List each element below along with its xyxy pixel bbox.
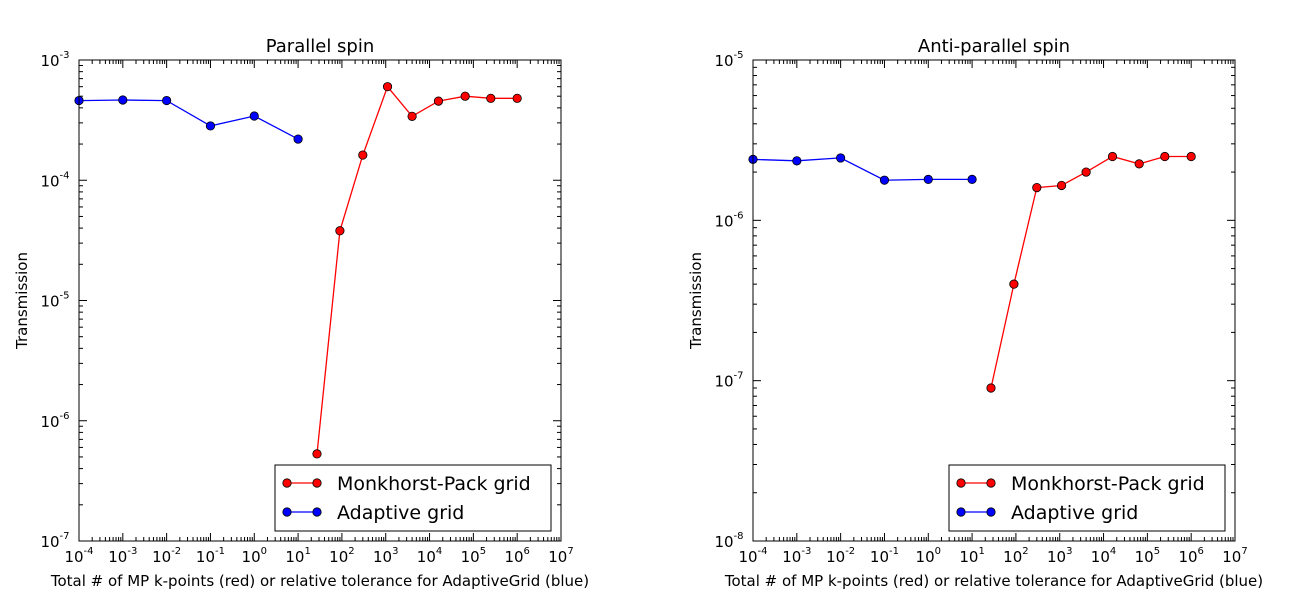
x-tick-label: 107 xyxy=(548,546,573,566)
data-point-red xyxy=(512,93,522,103)
legend-label: Adaptive grid xyxy=(1011,502,1138,524)
chart-title: Anti-parallel spin xyxy=(918,36,1070,57)
y-tick-label: 10-6 xyxy=(714,210,743,230)
data-point-red xyxy=(1107,151,1118,162)
legend-box xyxy=(274,464,552,532)
data-point-red xyxy=(1186,151,1196,162)
data-point-red xyxy=(407,111,417,121)
x-tick-label: 10-1 xyxy=(196,546,225,566)
legend: Monkhorst-Pack grid Adaptive grid xyxy=(274,464,552,532)
x-axis-label: Total # of MP k-points (red) or relative… xyxy=(724,572,1263,590)
legend-marker-blue xyxy=(956,507,966,517)
legend-marker-blue xyxy=(282,507,292,517)
data-point-red xyxy=(486,93,496,103)
x-tick-label: 102 xyxy=(329,546,354,566)
data-point-red xyxy=(460,91,470,101)
legend-marker-red xyxy=(282,478,292,488)
data-point-blue xyxy=(923,174,933,185)
data-point-blue xyxy=(249,111,259,121)
chart-panel-1: Parallel spin Total # of MP k-points (red… xyxy=(13,36,589,590)
legend-marker-blue xyxy=(986,507,996,517)
data-point-blue xyxy=(967,174,977,185)
data-point-blue xyxy=(205,121,216,131)
y-tick-label: 10-3 xyxy=(40,50,69,70)
data-point-red xyxy=(312,449,322,459)
data-point-blue xyxy=(162,95,172,106)
x-tick-label: 10-3 xyxy=(108,546,137,566)
x-tick-label: 101 xyxy=(959,546,984,566)
chart-panel-2: Anti-parallel spin Total # of MP k-points… xyxy=(687,36,1263,590)
x-axis-label: Total # of MP k-points (red) or relative… xyxy=(50,572,589,590)
x-tick-label: 100 xyxy=(916,546,941,566)
series-line-blue xyxy=(78,99,299,140)
series-line-blue xyxy=(752,157,973,181)
legend-label: Adaptive grid xyxy=(337,502,464,524)
x-tick-label: 10-4 xyxy=(738,546,767,566)
legend-label: Monkhorst-Pack grid xyxy=(337,473,531,495)
data-point-blue xyxy=(879,175,890,185)
data-point-red xyxy=(1134,159,1144,169)
data-point-red xyxy=(1160,151,1170,162)
data-point-red xyxy=(433,96,444,106)
x-tick-label: 10-2 xyxy=(152,546,181,566)
y-tick-label: 10-7 xyxy=(40,531,69,551)
x-tick-label: 107 xyxy=(1222,546,1247,566)
x-tick-label: 102 xyxy=(1003,546,1028,566)
x-tick-label: 101 xyxy=(285,546,310,566)
chart-title: Parallel spin xyxy=(266,36,375,57)
data-point-red xyxy=(986,383,996,393)
data-point-red xyxy=(382,82,393,92)
x-tick-label: 10-1 xyxy=(870,546,899,566)
y-tick-label: 10-8 xyxy=(714,531,743,551)
y-axis-label: Transmission xyxy=(687,252,705,350)
plot-area-frame xyxy=(752,59,1236,542)
data-point-blue xyxy=(118,95,128,105)
data-point-blue xyxy=(836,153,846,163)
y-axis-label: Transmission xyxy=(13,252,31,350)
x-tick-label: 103 xyxy=(373,546,398,566)
x-tick-label: 10-3 xyxy=(782,546,811,566)
data-point-red xyxy=(358,150,368,160)
plot-area-frame xyxy=(78,59,562,542)
data-point-blue xyxy=(792,156,802,166)
x-tick-label: 100 xyxy=(242,546,267,566)
x-tick-label: 104 xyxy=(417,546,442,566)
data-point-red xyxy=(335,226,345,236)
data-point-red xyxy=(1009,279,1019,289)
legend-label: Monkhorst-Pack grid xyxy=(1011,473,1205,495)
legend-marker-blue xyxy=(312,507,322,517)
y-tick-label: 10-7 xyxy=(714,371,743,391)
x-tick-label: 104 xyxy=(1091,546,1116,566)
y-tick-label: 10-5 xyxy=(40,291,69,311)
x-tick-label: 103 xyxy=(1047,546,1072,566)
y-tick-label: 10-6 xyxy=(40,411,69,431)
x-tick-label: 105 xyxy=(1135,546,1160,566)
legend-box xyxy=(948,464,1226,532)
data-point-blue xyxy=(293,134,303,144)
x-tick-label: 105 xyxy=(461,546,486,566)
x-tick-label: 10-4 xyxy=(64,546,93,566)
legend-marker-red xyxy=(986,478,996,488)
data-point-red xyxy=(1081,167,1091,177)
data-point-red xyxy=(1056,180,1067,191)
x-tick-label: 10-2 xyxy=(826,546,855,566)
x-tick-label: 106 xyxy=(1178,546,1203,566)
legend: Monkhorst-Pack grid Adaptive grid xyxy=(948,464,1226,532)
x-tick-label: 106 xyxy=(504,546,529,566)
data-point-red xyxy=(1032,183,1042,193)
y-tick-label: 10-4 xyxy=(40,170,69,190)
y-tick-label: 10-5 xyxy=(714,50,743,70)
legend-marker-red xyxy=(312,478,322,488)
legend-marker-red xyxy=(956,478,966,488)
